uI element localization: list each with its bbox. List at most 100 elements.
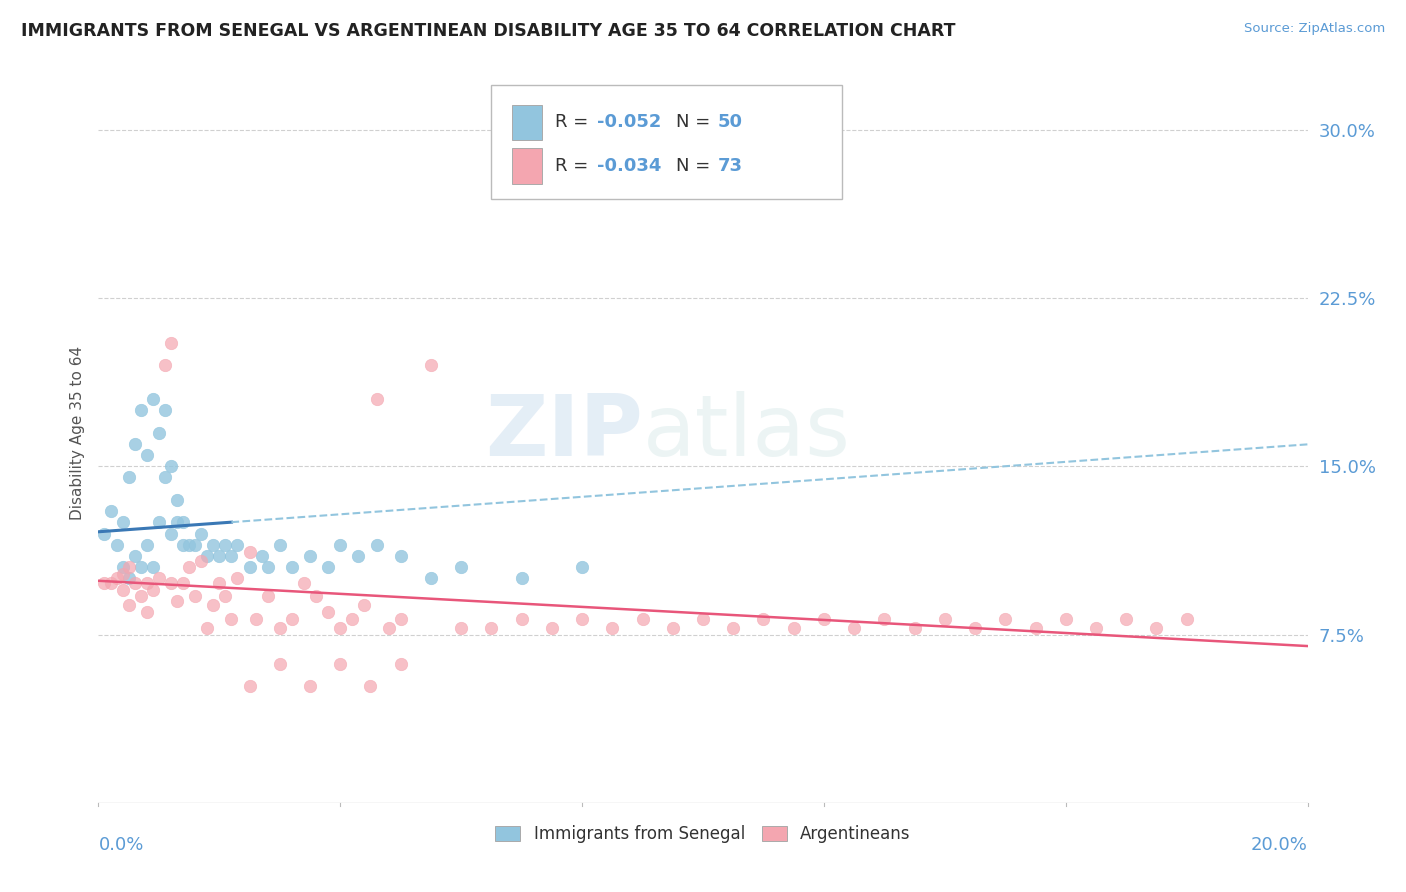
Point (250, 549, 273, 563)
Point (93, 576, 115, 591)
Point (153, 403, 176, 417)
Point (221, 612, 243, 626)
Point (214, 590, 236, 604)
Point (316, 560, 339, 574)
Point (269, 538, 291, 552)
Point (481, 621, 503, 635)
Point (190, 526, 212, 541)
Text: N =: N = (676, 157, 717, 175)
Point (239, 560, 262, 574)
FancyBboxPatch shape (492, 85, 842, 200)
Y-axis label: Disability Age 35 to 64: Disability Age 35 to 64 (69, 345, 84, 520)
Point (148, 425, 170, 440)
Point (166, 516, 188, 530)
Point (571, 560, 593, 574)
Point (420, 571, 443, 585)
Point (129, 560, 152, 574)
Point (226, 538, 249, 552)
Point (172, 516, 194, 530)
Point (148, 516, 170, 530)
Point (118, 599, 141, 613)
FancyBboxPatch shape (512, 148, 543, 184)
Point (299, 549, 322, 563)
Text: 0.0%: 0.0% (98, 836, 143, 855)
Point (389, 612, 412, 626)
Point (353, 599, 375, 613)
Point (389, 657, 412, 671)
Point (166, 492, 188, 507)
Point (1054, 612, 1077, 626)
Text: N =: N = (676, 113, 717, 131)
Point (329, 538, 352, 552)
Point (631, 612, 654, 626)
Point (1175, 612, 1198, 626)
Point (256, 560, 278, 574)
Point (105, 538, 128, 552)
Point (420, 359, 443, 373)
Point (1024, 621, 1046, 635)
Point (1115, 612, 1137, 626)
Point (195, 549, 218, 563)
Point (118, 560, 141, 574)
Point (305, 590, 328, 604)
Point (190, 553, 212, 567)
Point (208, 549, 231, 563)
Point (602, 621, 624, 635)
Point (360, 679, 382, 693)
Point (342, 612, 364, 626)
Point (124, 549, 146, 563)
Point (172, 576, 194, 591)
Point (124, 576, 146, 591)
Point (118, 571, 141, 585)
Point (111, 566, 134, 581)
Point (202, 538, 225, 552)
Point (124, 437, 146, 451)
Point (844, 621, 866, 635)
Point (184, 538, 207, 552)
Text: Source: ZipAtlas.com: Source: ZipAtlas.com (1244, 22, 1385, 36)
Point (281, 560, 304, 574)
Point (172, 538, 194, 552)
Point (316, 605, 339, 619)
FancyBboxPatch shape (512, 104, 543, 140)
Point (239, 544, 262, 558)
Point (221, 549, 243, 563)
Point (118, 470, 141, 484)
Text: 50: 50 (717, 113, 742, 131)
Point (540, 621, 562, 635)
Point (239, 679, 262, 693)
Point (904, 621, 927, 635)
Point (347, 549, 370, 563)
Point (160, 526, 183, 541)
Point (377, 621, 399, 635)
Point (269, 657, 291, 671)
Point (994, 612, 1017, 626)
Point (571, 612, 593, 626)
Point (510, 571, 533, 585)
Point (783, 621, 806, 635)
Point (142, 560, 165, 574)
Point (160, 459, 183, 474)
Text: R =: R = (555, 113, 595, 131)
Text: 73: 73 (717, 157, 742, 175)
Point (105, 571, 128, 585)
Point (179, 538, 201, 552)
Point (450, 560, 472, 574)
Point (366, 392, 388, 406)
Point (148, 571, 170, 585)
Point (111, 582, 134, 597)
Point (135, 576, 157, 591)
Point (153, 470, 176, 484)
Point (135, 605, 157, 619)
Point (292, 576, 315, 591)
Point (111, 560, 134, 574)
Point (129, 590, 152, 604)
Point (1085, 621, 1108, 635)
Point (299, 679, 322, 693)
Point (1144, 621, 1167, 635)
Point (208, 576, 231, 591)
Point (142, 392, 165, 406)
Point (100, 504, 122, 518)
Point (226, 571, 249, 585)
Point (692, 612, 714, 626)
